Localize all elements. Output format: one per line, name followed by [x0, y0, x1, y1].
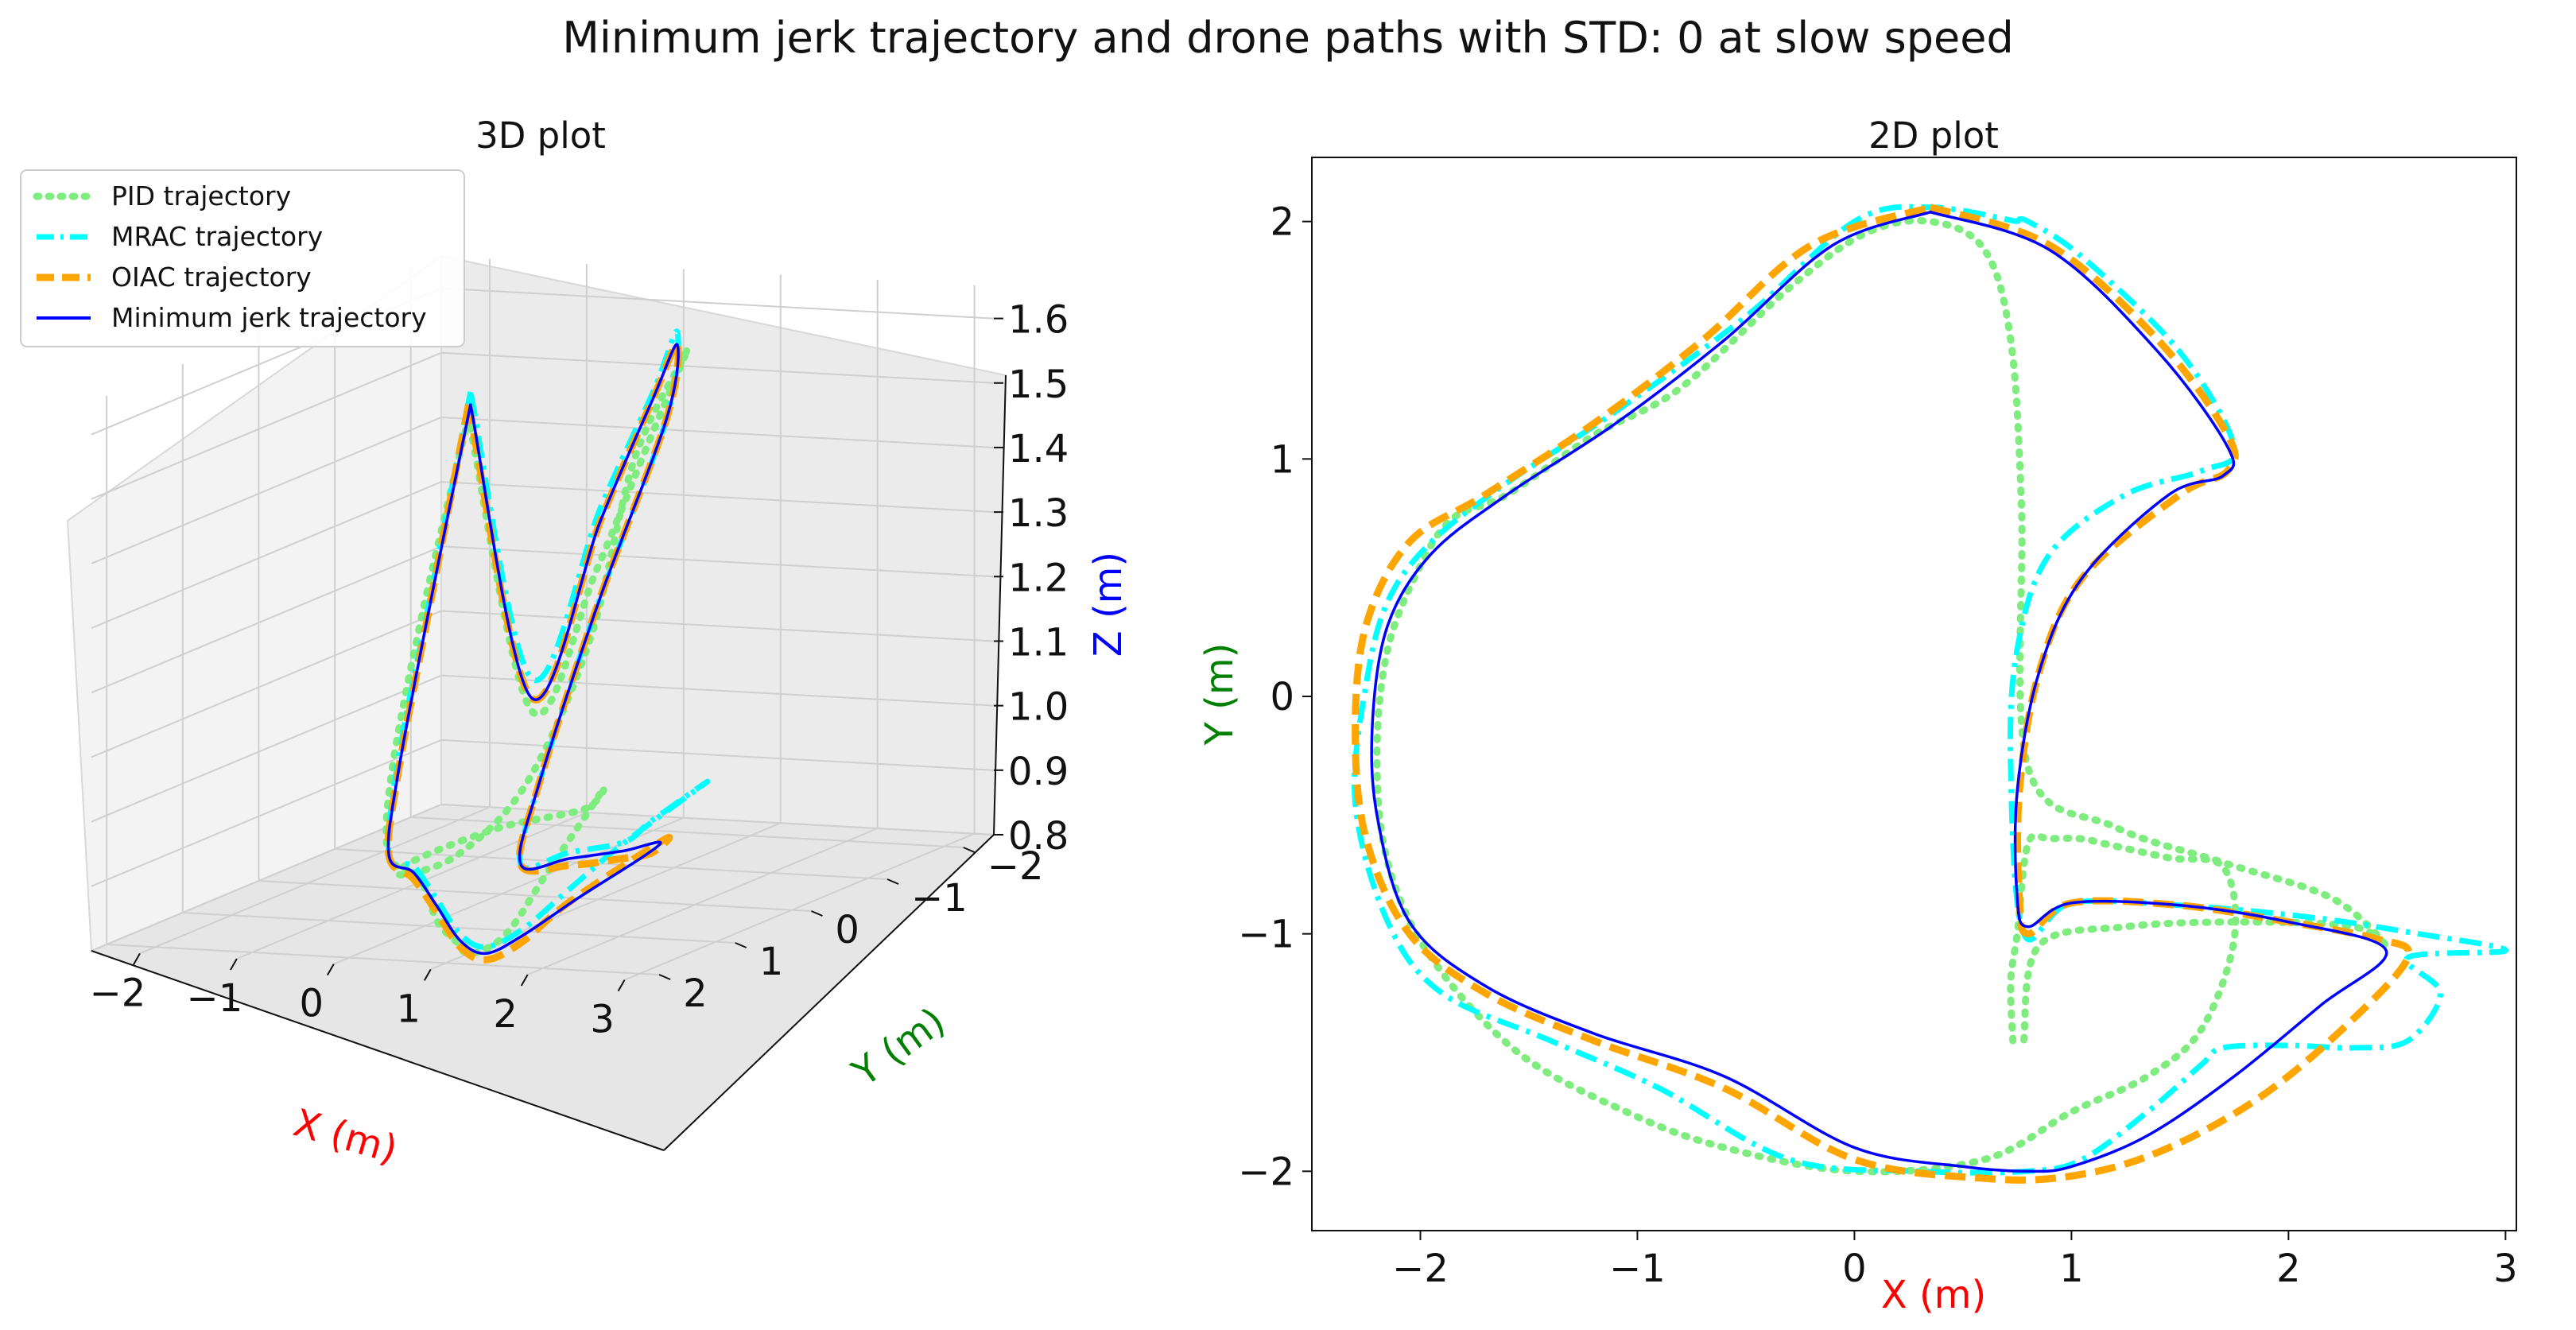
- series-2d-oiac: [1352, 204, 2413, 1184]
- x-tick-label-3d: −2: [90, 971, 146, 1015]
- series-2d-minjerk: [1370, 210, 2388, 1173]
- z-tick-label-3d: 0.9: [1008, 750, 1069, 794]
- x-tick-3d: [617, 979, 626, 992]
- grid-line-3d: [440, 481, 995, 514]
- curves-3d: [382, 328, 711, 964]
- y-tick-label-3d: 1: [759, 940, 784, 984]
- z-tick-label-3d: 1.2: [1008, 556, 1069, 600]
- grid-line-3d: [91, 739, 442, 887]
- legend-box: [20, 169, 465, 347]
- ticks-3d: −2 −1 0 1 2 3210−1−20.80.91.01.11.21.31.41.51…: [90, 298, 1069, 1151]
- grid-line-3d: [236, 812, 588, 960]
- z-tick-label-3d: 1.0: [1008, 685, 1069, 730]
- grid-line-3d: [91, 351, 442, 500]
- y-tick-3d: [658, 974, 671, 980]
- figure-title: Minimum jerk trajectory and drone paths …: [562, 13, 2013, 63]
- x-tick-label-3d: 1: [396, 987, 421, 1031]
- legend-oiac-label: OIAC trajectory: [111, 262, 312, 293]
- x-tick-label-2d: −1: [1609, 1247, 1666, 1291]
- plot-3d-title: 3D plot: [475, 114, 606, 157]
- x-tick-label-2d: 1: [2059, 1247, 2084, 1291]
- z-tick-label-3d: 1.4: [1008, 427, 1069, 471]
- z-tick-label-3d: 1.3: [1008, 491, 1069, 536]
- grid-line-3d: [440, 610, 995, 642]
- x-tick-label-2d: 3: [2493, 1247, 2518, 1291]
- legend-mrac-label: MRAC trajectory: [111, 221, 323, 252]
- y-tick-label-3d: 0: [835, 908, 859, 952]
- series-3d-minjerk: [386, 343, 680, 956]
- x-tick-3d: [230, 958, 238, 971]
- y-tick-label-2d: 0: [1270, 675, 1294, 719]
- grid-line-3d: [139, 806, 491, 955]
- x-tick-label-3d: 0: [300, 982, 324, 1026]
- plot-2d: 2D plot −2 −1 0 1 2 3 −2 −1 0 1 2 X (m) Y (m): [1197, 114, 2518, 1317]
- y-tick-label-2d: −1: [1238, 913, 1294, 957]
- legend: PID trajectory MRAC trajectory OIAC traj…: [20, 169, 465, 347]
- x-tick-label-3d: 2: [493, 992, 518, 1037]
- y-tick-label-2d: −2: [1238, 1150, 1294, 1194]
- grid-line-3d: [440, 416, 995, 448]
- y-tick-label-2d: 2: [1270, 200, 1294, 245]
- y-tick-3d: [963, 847, 976, 853]
- x-tick-label-3d: −1: [187, 976, 243, 1021]
- grid-line-3d: [440, 287, 995, 320]
- plot-3d-xlabel: X (m): [289, 1100, 402, 1172]
- plot-3d-ylabel: Y (m): [844, 999, 953, 1096]
- y-tick-label-3d: −2: [987, 844, 1044, 889]
- y-tick-3d: [735, 942, 747, 948]
- grid-line-3d: [107, 944, 660, 975]
- x-tick-label-2d: 0: [1842, 1247, 1867, 1291]
- grid-line-3d: [624, 832, 975, 981]
- grid-line-3d: [440, 351, 995, 384]
- grid-line-3d: [182, 912, 735, 944]
- z-tick-label-3d: 0.8: [1008, 814, 1069, 859]
- grid-line-3d: [91, 610, 442, 758]
- legend-minjerk-label: Minimum jerk trajectory: [111, 302, 427, 333]
- axis-line-3d-x: [91, 950, 665, 1151]
- y-tick-3d: [811, 910, 823, 917]
- grid-line-3d: [91, 417, 442, 564]
- grid-line-3d: [440, 739, 995, 771]
- grid-line-3d: [440, 674, 995, 707]
- grid-line-3d: [440, 545, 995, 578]
- curves-2d: [1352, 204, 2508, 1184]
- grid-line-3d: [91, 545, 442, 694]
- x-tick-label-3d: 3: [590, 998, 615, 1042]
- plot-3d-zlabel: Z (m): [1086, 552, 1131, 657]
- plot-2d-frame: [1311, 157, 2517, 1231]
- pane-3d-back: [440, 254, 1007, 836]
- x-tick-label-2d: 2: [2276, 1247, 2301, 1291]
- grid-line-3d: [410, 816, 964, 848]
- ticks-2d: −2 −1 0 1 2 3 −2 −1 0 1 2: [1238, 200, 2517, 1291]
- grid-line-3d: [91, 481, 442, 630]
- z-tick-label-3d: 1.6: [1008, 298, 1069, 343]
- z-tick-label-3d: 1.1: [1008, 620, 1069, 665]
- plot-2d-title: 2D plot: [1868, 114, 1999, 157]
- grid-line-3d: [91, 674, 442, 823]
- axis-line-3d-y: [663, 834, 995, 1151]
- plot-2d-xlabel: X (m): [1881, 1273, 1986, 1317]
- legend-pid-label: PID trajectory: [111, 180, 291, 211]
- x-tick-3d: [133, 952, 141, 965]
- axis-line-3d-z: [993, 374, 1007, 836]
- x-tick-3d: [423, 968, 432, 981]
- y-tick-3d: [886, 878, 899, 885]
- grid-line-3d: [258, 880, 812, 912]
- y-tick-label-3d: 2: [683, 971, 708, 1016]
- plot-3d: 3D plot −2 −1 0 1 2 3210−1−20.80.91.01.11.21.…: [20, 114, 1131, 1173]
- z-tick-label-3d: 1.5: [1008, 363, 1069, 407]
- plot-2d-ylabel: Y (m): [1197, 643, 1242, 746]
- x-tick-3d: [520, 974, 529, 987]
- x-tick-label-2d: −2: [1392, 1247, 1449, 1291]
- grid-line-3d: [527, 828, 879, 975]
- x-tick-3d: [326, 964, 335, 976]
- y-tick-label-3d: −1: [911, 876, 968, 921]
- series-2d-mrac: [1352, 204, 2508, 1176]
- y-tick-label-2d: 1: [1270, 437, 1294, 482]
